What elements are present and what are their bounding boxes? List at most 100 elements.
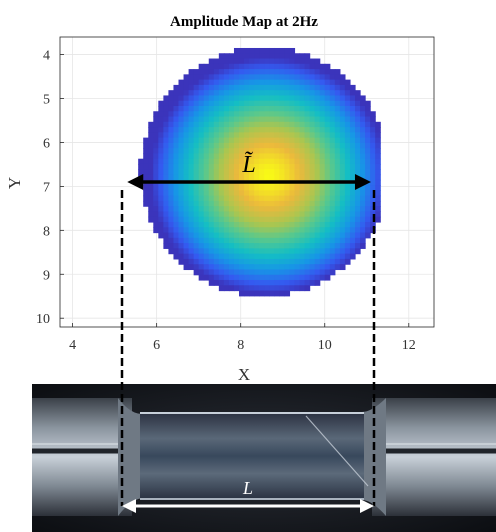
heatmap-cell [269, 285, 275, 292]
heatmap-cell [259, 79, 265, 86]
heatmap-cell [233, 158, 240, 165]
heatmap-cell [193, 142, 200, 149]
heatmap-cell [218, 158, 225, 165]
heatmap-cell [249, 195, 255, 202]
heatmap-cell [239, 253, 245, 260]
heatmap-cell [279, 195, 285, 202]
heatmap-cell [294, 74, 301, 81]
heatmap-cell [339, 90, 346, 97]
heatmap-cell [264, 258, 270, 265]
heatmap-cell [304, 100, 311, 107]
heatmap-cell [289, 137, 296, 144]
heatmap-cell [355, 211, 361, 218]
heatmap-cell [153, 158, 159, 165]
heatmap-cell [193, 237, 200, 244]
heatmap-cell [294, 69, 301, 75]
heatmap-cell [304, 63, 311, 70]
heatmap-cell [193, 79, 200, 86]
heatmap-cell [284, 90, 291, 97]
heatmap-cell [355, 153, 361, 160]
heatmap-cell [329, 211, 336, 218]
heatmap-cell [178, 127, 185, 133]
heatmap-cell [294, 253, 301, 260]
heatmap-cell [188, 195, 195, 202]
heatmap-cell [208, 74, 215, 81]
heatmap-cell [264, 174, 270, 181]
heatmap-cell [324, 79, 331, 86]
heatmap-cell [360, 111, 366, 118]
heatmap-cell [269, 105, 275, 112]
heatmap-cell [249, 95, 255, 102]
heatmap-cell [319, 142, 326, 149]
heatmap-cell [334, 190, 341, 197]
heatmap-cell [173, 248, 180, 255]
heatmap-cell [319, 237, 326, 244]
heatmap-cell [168, 153, 175, 160]
heatmap-cell [218, 105, 225, 112]
heatmap-cell [203, 221, 210, 228]
heatmap-cell [365, 169, 371, 176]
heatmap-cell [339, 153, 346, 160]
heatmap-cell [203, 216, 210, 223]
heatmap-cell [188, 221, 195, 228]
heatmap-cell [264, 127, 270, 133]
heatmap-cell [208, 142, 215, 149]
heatmap-cell [284, 153, 291, 160]
heatmap-cell [309, 248, 316, 255]
heatmap-cell [279, 90, 285, 97]
heatmap-cell [188, 169, 195, 176]
heatmap-cell [254, 169, 260, 176]
heatmap-cell [188, 153, 195, 160]
heatmap-cell [178, 121, 185, 128]
heatmap-cell [375, 142, 381, 149]
heatmap-cell [259, 163, 265, 170]
heatmap-cell [304, 174, 311, 181]
heatmap-cell [148, 127, 154, 133]
heatmap-cell [239, 216, 245, 223]
heatmap-cell [375, 132, 381, 139]
heatmap-cell [304, 248, 311, 255]
heatmap-cell [244, 264, 250, 271]
heatmap-cell [264, 53, 270, 60]
heatmap-cell [239, 111, 245, 118]
heatmap-cell [213, 63, 220, 70]
heatmap-cell [304, 95, 311, 102]
heatmap-cell [259, 195, 265, 202]
heatmap-cell [208, 158, 215, 165]
heatmap-cell [173, 232, 180, 239]
heatmap-cell [370, 185, 376, 191]
heatmap-cell [299, 258, 306, 265]
specimen-photo [32, 384, 496, 532]
heatmap-cell [193, 195, 200, 202]
heatmap-cell [284, 158, 291, 165]
heatmap-cell [309, 69, 316, 75]
heatmap-cell [284, 132, 291, 139]
heatmap-cell [233, 190, 240, 197]
heatmap-cell [304, 169, 311, 176]
heatmap-cell [355, 142, 361, 149]
heatmap-cell [309, 221, 316, 228]
heatmap-cell [239, 279, 245, 286]
heatmap-cell [299, 137, 306, 144]
heatmap-cell [299, 269, 306, 276]
heatmap-cell [173, 206, 180, 213]
heatmap-cell [143, 174, 149, 181]
heatmap-cell [223, 95, 230, 102]
heatmap-cell [188, 95, 195, 102]
heatmap-cell [355, 121, 361, 128]
heatmap-cell [284, 63, 291, 70]
heatmap-cell [284, 174, 291, 181]
heatmap-cell [274, 84, 280, 91]
heatmap-cell [360, 232, 366, 239]
heatmap-cell [344, 248, 351, 255]
heatmap-cell [314, 116, 321, 123]
heatmap-cell [178, 174, 185, 181]
heatmap-cell [344, 153, 351, 160]
heatmap-cell [314, 248, 321, 255]
heatmap-cell [193, 227, 200, 234]
heatmap-cell [218, 79, 225, 86]
heatmap-cell [203, 158, 210, 165]
heatmap-cell [254, 90, 260, 97]
heatmap-cell [314, 243, 321, 249]
heatmap-cell [279, 121, 285, 128]
